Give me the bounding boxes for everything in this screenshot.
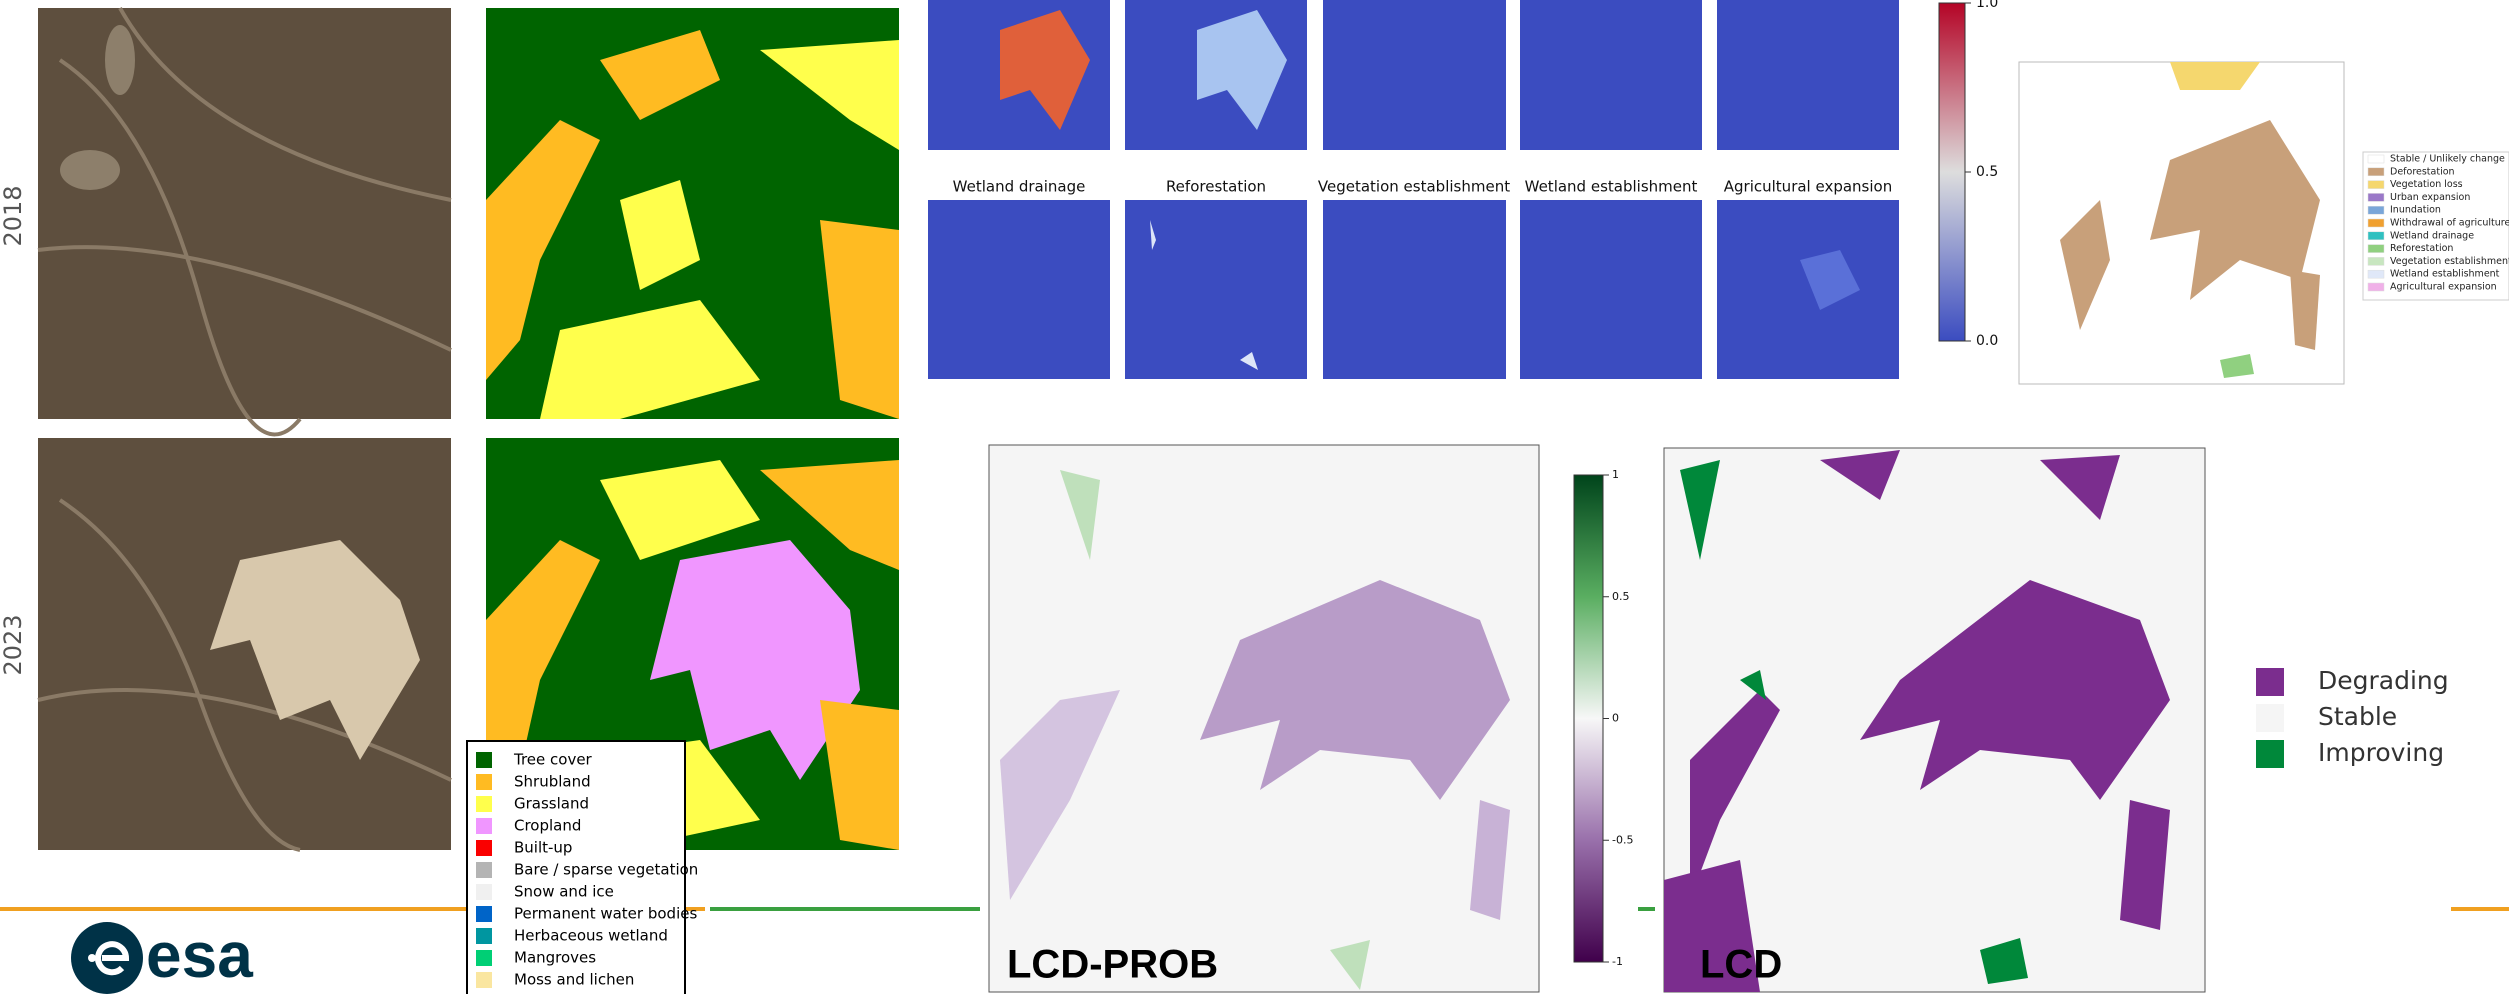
legend-label: Withdrawal of agriculture: [2390, 218, 2509, 229]
map-label: LCD: [1700, 943, 1782, 987]
row-label: 2023: [0, 614, 27, 675]
legend-label: Moss and lichen: [514, 971, 634, 989]
satellite-image: [38, 8, 451, 434]
legend-label: Tree cover: [513, 751, 593, 769]
legend-swatch: [2368, 181, 2384, 189]
slide: 2018 2023 LCD-PROB LCD esa Wetland drain…: [0, 0, 2509, 994]
legend-swatch: [476, 796, 492, 812]
panel-title: Wetland drainage: [953, 178, 1086, 196]
legend-label: Inundation: [2390, 205, 2441, 216]
legend-label: Urban expansion: [2390, 192, 2470, 203]
legend-swatch: [476, 906, 492, 922]
legend-swatch: [476, 928, 492, 944]
legend-swatch: [2368, 257, 2384, 265]
legend-swatch: [476, 862, 492, 878]
legend-label: Herbaceous wetland: [514, 927, 668, 945]
legend-label: Stable: [2318, 702, 2397, 731]
legend-swatch: [476, 752, 492, 768]
legend-label: Deforestation: [2390, 166, 2455, 177]
legend-label: Stable / Unlikely change: [2390, 154, 2505, 165]
colorbar-tick-label: 0: [1612, 712, 1619, 725]
legend-swatch: [476, 840, 492, 856]
legend-swatch: [2368, 168, 2384, 176]
legend-label: Agricultural expansion: [2390, 282, 2497, 293]
legend-label: Improving: [2318, 738, 2444, 767]
legend-swatch: [476, 774, 492, 790]
panel-title: Vegetation establishment: [1318, 178, 1510, 196]
legend-label: Wetland establishment: [2390, 269, 2500, 280]
legend-label: Permanent water bodies: [514, 905, 697, 923]
legend-swatch: [2256, 668, 2284, 696]
legend-label: Snow and ice: [514, 883, 614, 901]
colorbar-tick-label: -0.5: [1612, 833, 1633, 846]
colorbar-tick-label: 0.5: [1976, 164, 1998, 180]
panel-title: Reforestation: [1166, 178, 1266, 196]
legend-swatch: [476, 884, 492, 900]
legend-label: Vegetation loss: [2390, 179, 2463, 190]
legend-swatch: [476, 818, 492, 834]
legend-label: Grassland: [514, 795, 589, 813]
legend-label: Shrubland: [514, 773, 591, 791]
satellite-image: [38, 438, 451, 850]
legend-label: Wetland drainage: [2390, 230, 2474, 241]
logo-text: esa: [146, 919, 253, 991]
legend-swatch: [476, 972, 492, 988]
lcd-map: [1664, 448, 2205, 992]
legend-swatch: [2368, 270, 2384, 278]
legend-swatch: [2368, 232, 2384, 240]
colorbar: [1574, 475, 1603, 962]
legend-label: Bare / sparse vegetation: [514, 861, 698, 879]
legend-swatch: [2368, 283, 2384, 291]
legend-swatch: [2368, 206, 2384, 214]
change-map: [2019, 62, 2344, 384]
legend-swatch: [2368, 245, 2384, 253]
legend-label: Vegetation establishment: [2390, 256, 2509, 267]
legend-swatch: [2256, 740, 2284, 768]
legend-label: Degrading: [2318, 666, 2449, 695]
panel-title: Wetland establishment: [1525, 178, 1698, 196]
colorbar-tick-label: 0.5: [1612, 590, 1630, 603]
colorbar-tick-label: 1: [1612, 468, 1619, 481]
legend-swatch: [2368, 219, 2384, 227]
legend-label: Cropland: [514, 817, 581, 835]
legend-swatch: [2256, 704, 2284, 732]
lcd-prob-map: [989, 445, 1539, 992]
esa-logo: esa: [71, 919, 253, 994]
legend-swatch: [2368, 193, 2384, 201]
colorbar-tick-label: -1: [1612, 955, 1623, 968]
map-label: LCD-PROB: [1007, 943, 1218, 987]
legend-swatch: [476, 950, 492, 966]
legend-label: Built-up: [514, 839, 572, 857]
land-cover-map: [486, 8, 899, 419]
row-label: 2018: [0, 185, 27, 246]
colorbar: [1939, 3, 1965, 341]
legend-label: Mangroves: [514, 949, 596, 967]
panel-title: Agricultural expansion: [1724, 178, 1892, 196]
legend-label: Reforestation: [2390, 243, 2453, 254]
colorbar-tick-label: 0.0: [1976, 333, 1998, 349]
legend-swatch: [2368, 155, 2384, 163]
page: 2018 2023 LCD-PROB LCD esa Wetland drain…: [0, 0, 2509, 994]
colorbar-tick-label: 1.0: [1976, 0, 1998, 11]
